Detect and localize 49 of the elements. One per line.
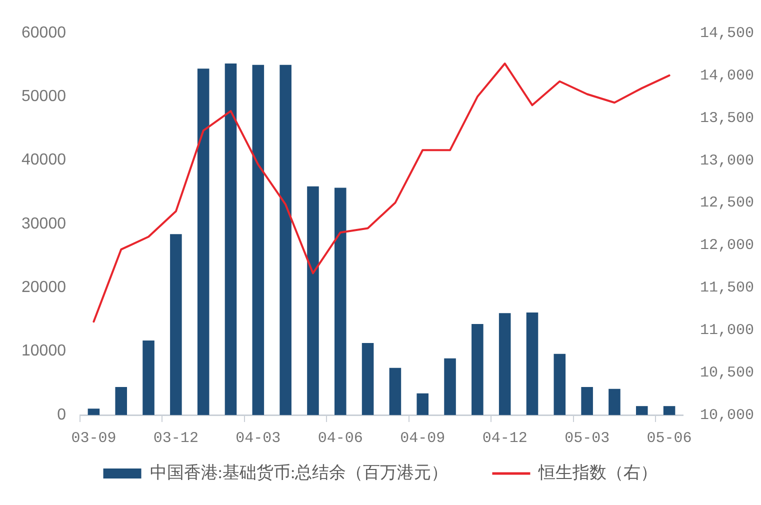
bar <box>280 64 292 415</box>
bar <box>526 312 538 415</box>
x-tick-label: 03-09 <box>71 430 116 447</box>
y-tick-label: 10000 <box>22 342 66 360</box>
legend-label: 中国香港:基础货币:总结余（百万港元） <box>150 462 448 482</box>
bar <box>334 188 346 415</box>
x-tick-label: 04-09 <box>400 430 446 447</box>
x-tick-label: 04-03 <box>236 430 281 447</box>
y2-tick-label: 12,500 <box>700 194 754 212</box>
bar <box>170 234 182 415</box>
bar <box>416 393 429 415</box>
x-tick-label: 03-12 <box>153 430 198 447</box>
x-tick-label: 04-12 <box>482 430 528 447</box>
bar <box>581 386 593 415</box>
x-tick-label: 05-03 <box>564 430 610 447</box>
bar <box>197 68 210 415</box>
bar <box>636 406 648 415</box>
bar <box>554 354 566 415</box>
bar <box>472 324 484 415</box>
y-tick-label: 20000 <box>22 279 66 296</box>
bar <box>444 358 456 415</box>
bar <box>307 186 319 415</box>
bar <box>389 368 402 415</box>
bar <box>362 343 374 415</box>
y-tick-label: 40000 <box>22 152 66 169</box>
bar <box>142 340 154 415</box>
y2-tick-label: 12,000 <box>700 237 754 254</box>
y2-tick-label: 11,000 <box>700 322 754 340</box>
legend-label: 恒生指数（右） <box>538 462 658 482</box>
bar <box>663 406 676 415</box>
y2-tick-label: 10,500 <box>700 364 754 382</box>
y2-tick-label: 13,000 <box>700 152 754 170</box>
bar <box>608 388 620 415</box>
bar <box>498 313 511 415</box>
y-tick-label: 30000 <box>22 215 66 232</box>
x-tick-label: 04-06 <box>318 430 363 447</box>
y2-tick-label: 14,500 <box>700 24 754 42</box>
y2-tick-label: 11,500 <box>700 280 754 297</box>
bar <box>224 64 237 415</box>
y-tick-label: 50000 <box>22 88 66 106</box>
y-tick-label: 0 <box>57 406 66 424</box>
y-tick-label: 60000 <box>22 24 66 42</box>
bar <box>115 386 128 415</box>
x-tick-label: 05-06 <box>646 430 692 447</box>
y2-tick-label: 10,000 <box>700 406 754 424</box>
y2-tick-label: 14,000 <box>700 67 754 84</box>
bar <box>88 408 100 415</box>
bar <box>252 64 264 415</box>
y2-tick-label: 13,500 <box>700 110 754 127</box>
